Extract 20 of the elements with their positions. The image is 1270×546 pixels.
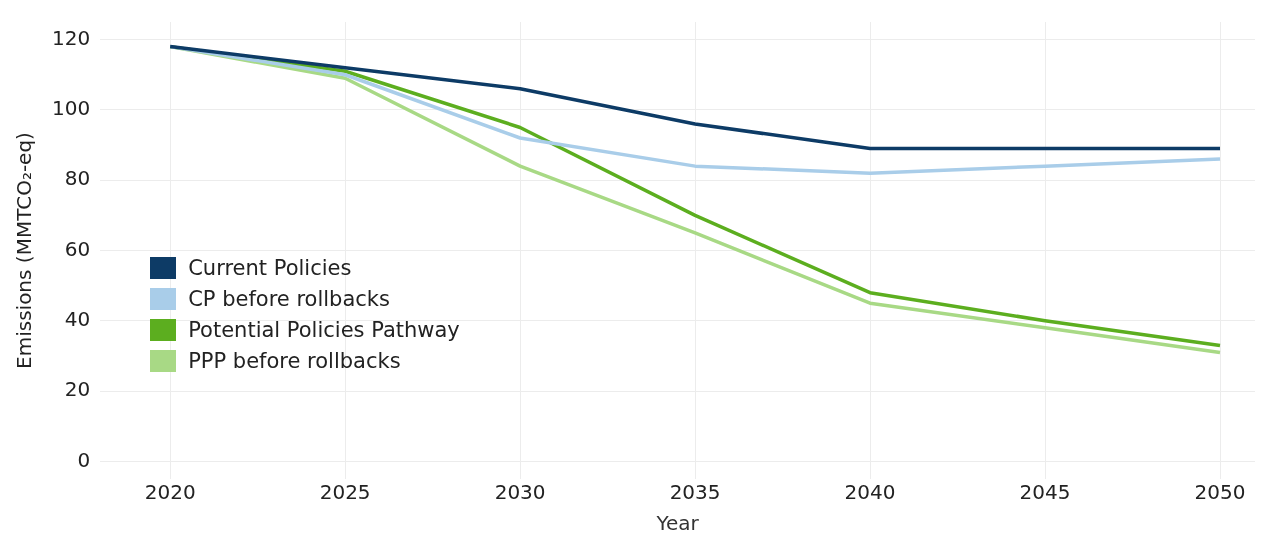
x-tick-label: 2030 [494, 480, 546, 505]
y-axis-title: Emissions (MMTCO₂-eq) [12, 132, 37, 369]
x-tick-label: 2035 [669, 480, 721, 505]
y-tick-label: 100 [51, 96, 91, 121]
y-tick-label: 0 [77, 447, 91, 472]
x-axis-title: Year [655, 511, 700, 536]
y-tick-label: 80 [64, 166, 91, 191]
x-tick-label: 2025 [319, 480, 371, 505]
y-tick-label: 20 [64, 377, 91, 402]
y-tick-label: 120 [51, 25, 91, 50]
legend-label: PPP before rollbacks [188, 349, 401, 373]
x-tick-label: 2020 [144, 480, 196, 505]
legend-label: Potential Policies Pathway [188, 318, 460, 342]
y-tick-label: 60 [64, 236, 91, 261]
legend-label: CP before rollbacks [188, 287, 390, 311]
x-tick-label: 2045 [1019, 480, 1071, 505]
legend-label: Current Policies [188, 256, 352, 280]
x-tick-label: 2040 [844, 480, 896, 505]
y-tick-label: 40 [64, 307, 91, 332]
x-tick-label: 2050 [1194, 480, 1246, 505]
